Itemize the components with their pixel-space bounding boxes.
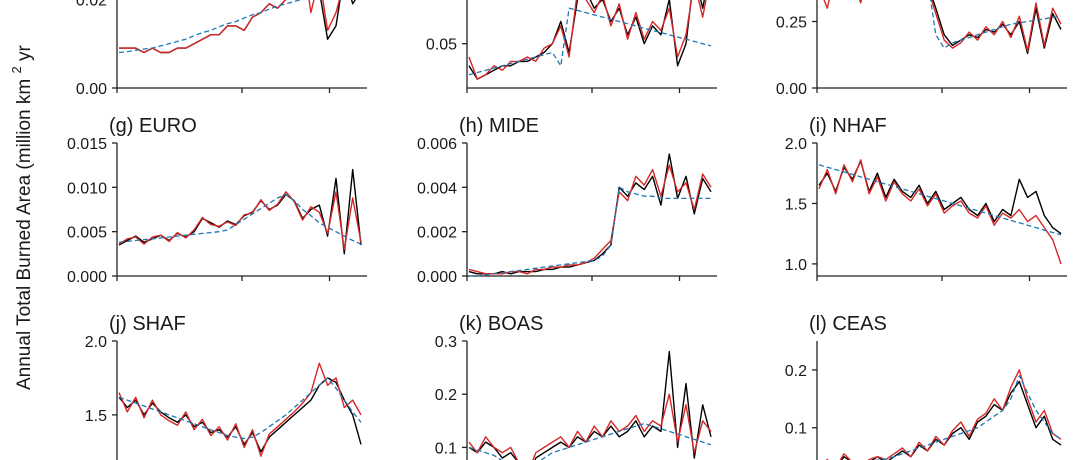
series-line-0	[818, 160, 1062, 235]
y-axis-title-superscript: 2	[9, 66, 24, 73]
series-line-0	[840, 380, 1062, 460]
series-line-2	[818, 164, 1062, 236]
series-line-1	[119, 0, 341, 54]
panel-grid: 0.00 0.02 0.05 0.00 0.25 (g) EURO 0.000 0.005 0.…	[67, 0, 1067, 460]
series-line-1	[468, 164, 712, 275]
y-tick-label: 0.002	[417, 225, 457, 242]
series-line-0	[118, 377, 362, 453]
panel-3: (g) EURO 0.000 0.005 0.010 0.015	[67, 115, 367, 286]
y-tick-label: 0.05	[426, 37, 457, 54]
series-line-1	[118, 362, 362, 457]
y-axis-title-main: Annual Total Burned Area (million km	[14, 79, 35, 390]
series-line-1	[118, 191, 362, 251]
panel-title: (g) EURO	[109, 115, 197, 137]
series-line-2	[118, 377, 362, 440]
y-tick-label: 0.000	[67, 269, 107, 286]
y-tick-label: 0.00	[76, 81, 107, 98]
panel-1: 0.05	[426, 0, 717, 93]
series-line-2	[873, 375, 1062, 460]
panel-title: (j) SHAF	[109, 313, 186, 335]
series-line-0	[468, 350, 712, 460]
series-line-0	[859, 0, 1062, 55]
y-tick-label: 1.5	[785, 196, 807, 213]
series-line-2	[468, 7, 712, 76]
y-tick-label: 0.25	[776, 15, 807, 32]
panel-title: (k) BOAS	[459, 313, 543, 335]
y-axis-title: Annual Total Burned Area (million km 2 y…	[5, 45, 35, 391]
panel-title: (h) MIDE	[459, 115, 539, 137]
series-line-1	[818, 159, 1062, 265]
y-tick-label: 0.1	[785, 421, 807, 438]
y-tick-label: 0.004	[417, 180, 457, 197]
y-tick-label: 0.015	[67, 136, 107, 153]
series-line-2	[468, 422, 712, 460]
panel-title: (i) NHAF	[809, 115, 887, 137]
y-tick-label: 0.3	[435, 334, 457, 351]
y-tick-label: 2.0	[785, 136, 807, 153]
panel-4: (h) MIDE 0.000 0.002 0.004 0.006	[417, 115, 717, 286]
y-tick-label: 2.0	[85, 334, 107, 351]
series-line-2	[469, 186, 711, 277]
y-tick-label: 0.006	[417, 136, 457, 153]
panel-0: 0.00 0.02	[76, 0, 367, 98]
panel-6: (j) SHAF 1.5 2.0	[85, 313, 362, 460]
series-line-2	[118, 193, 362, 245]
y-tick-label: 0.000	[417, 269, 457, 286]
series-line-0	[118, 168, 362, 255]
series-line-1	[468, 0, 707, 80]
series-line-1	[823, 0, 1062, 52]
y-tick-label: 1.0	[785, 257, 807, 274]
panel-7: (k) BOAS 0.1 0.2 0.3	[435, 313, 712, 460]
y-tick-label: 1.5	[85, 408, 107, 425]
panel-5: (i) NHAF 1.0 1.5 2.0	[785, 115, 1067, 281]
panel-title: (l) CEAS	[809, 313, 887, 335]
panel-2: 0.00 0.25	[776, 0, 1067, 98]
series-line-1	[468, 393, 712, 460]
series-line-0	[468, 0, 705, 80]
y-tick-label: 0.00	[776, 81, 807, 98]
y-tick-label: 0.2	[785, 363, 807, 380]
series-line-0	[468, 153, 712, 275]
y-tick-label: 0.1	[435, 440, 457, 457]
series-line-1	[825, 369, 1062, 460]
panel-8: (l) CEAS 0.1 0.2	[785, 313, 1062, 460]
y-tick-label: 0.2	[435, 387, 457, 404]
y-tick-label: 0.010	[67, 180, 107, 197]
y-tick-label: 0.005	[67, 225, 107, 242]
series-line-2	[118, 0, 303, 54]
y-axis-title-tail: yr	[14, 45, 35, 62]
y-tick-label: 0.02	[76, 0, 107, 9]
